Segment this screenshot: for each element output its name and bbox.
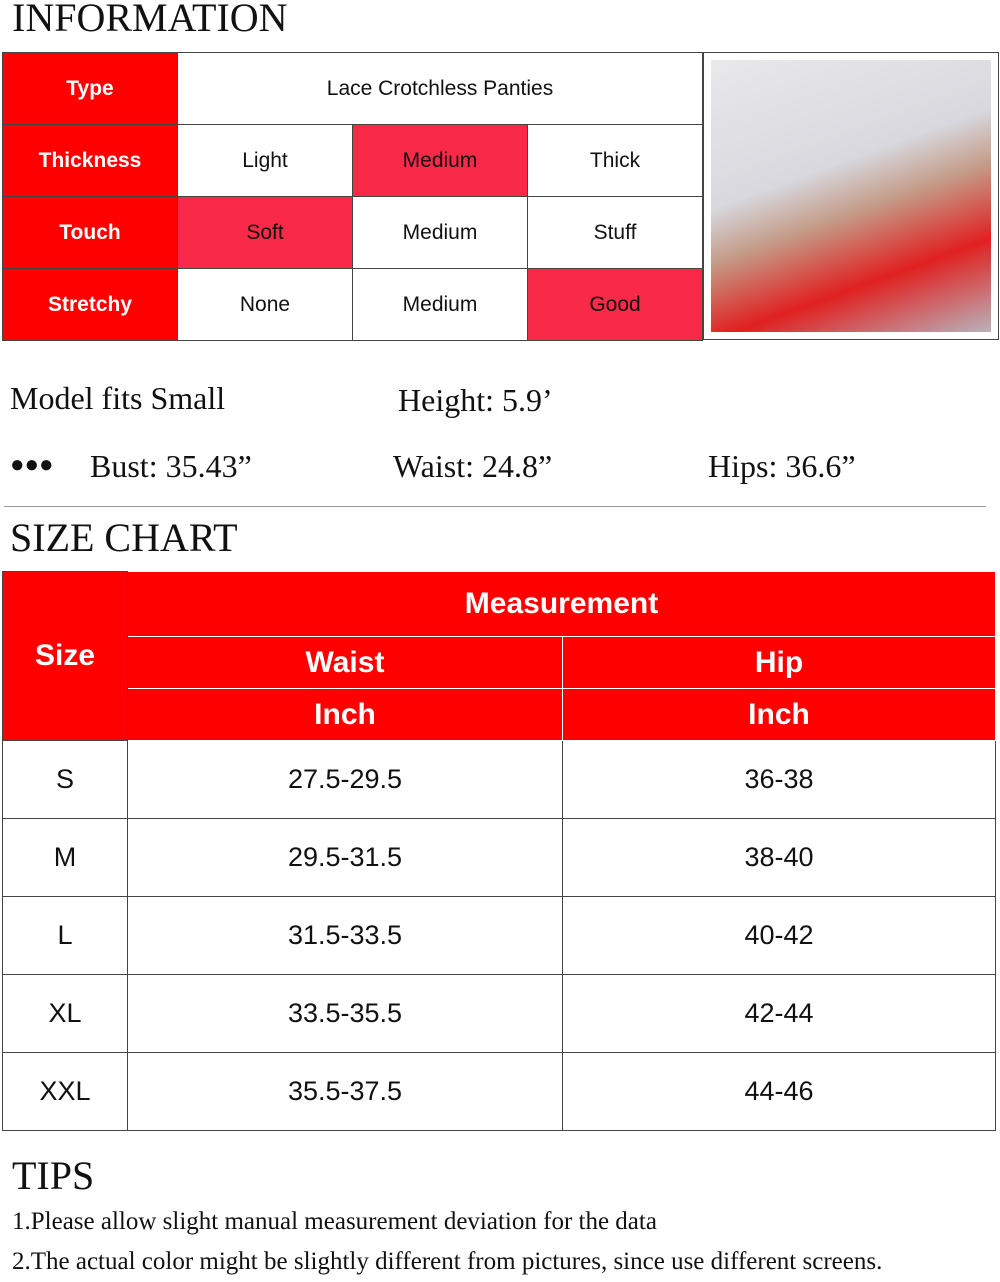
measurement-header: Measurement [127, 571, 996, 637]
size-header: Size [2, 571, 128, 741]
hip-cell: 38-40 [562, 818, 996, 897]
hip-header: Hip [562, 636, 996, 689]
touch-medium: Medium [352, 196, 528, 269]
table-row: L 31.5-33.5 40-42 [2, 896, 996, 975]
hip-cell: 40-42 [562, 896, 996, 975]
hip-unit: Inch [562, 688, 996, 741]
label-type: Type [2, 52, 178, 125]
size-cell: L [2, 896, 128, 975]
stretchy-good: Good [527, 268, 703, 341]
bullet-icon: ●●● [10, 452, 54, 478]
table-row: XXL 35.5-37.5 44-46 [2, 1052, 996, 1131]
information-title: INFORMATION [12, 0, 288, 40]
table-row: M 29.5-31.5 38-40 [2, 818, 996, 897]
size-cell: XL [2, 974, 128, 1053]
thickness-medium: Medium [352, 124, 528, 197]
divider [4, 506, 986, 507]
touch-stuff: Stuff [527, 196, 703, 269]
label-touch: Touch [2, 196, 178, 269]
waist-cell: 35.5-37.5 [127, 1052, 563, 1131]
waist-cell: 31.5-33.5 [127, 896, 563, 975]
model-hips: Hips: 36.6” [708, 448, 856, 484]
hip-cell: 36-38 [562, 740, 996, 819]
touch-soft: Soft [177, 196, 353, 269]
size-cell: XXL [2, 1052, 128, 1131]
model-fits: Model fits Small [10, 380, 226, 416]
product-photo [703, 52, 999, 340]
thickness-thick: Thick [527, 124, 703, 197]
tips-title: TIPS [12, 1153, 95, 1198]
model-waist: Waist: 24.8” [393, 448, 553, 484]
table-row: S 27.5-29.5 36-38 [2, 740, 996, 819]
model-bust: Bust: 35.43” [90, 448, 252, 484]
tip-1: 1.Please allow slight manual measurement… [12, 1208, 657, 1235]
waist-unit: Inch [127, 688, 563, 741]
size-cell: S [2, 740, 128, 819]
size-chart-title: SIZE CHART [10, 515, 238, 560]
size-chart-table: Size Measurement Waist Hip Inch Inch S 27… [2, 571, 996, 1131]
thickness-light: Light [177, 124, 353, 197]
waist-header: Waist [127, 636, 563, 689]
label-stretchy: Stretchy [2, 268, 178, 341]
waist-cell: 33.5-35.5 [127, 974, 563, 1053]
information-table: Type Lace Crotchless Panties Thickness L… [2, 52, 703, 341]
hip-cell: 44-46 [562, 1052, 996, 1131]
size-cell: M [2, 818, 128, 897]
waist-cell: 29.5-31.5 [127, 818, 563, 897]
table-row: XL 33.5-35.5 42-44 [2, 974, 996, 1053]
hip-cell: 42-44 [562, 974, 996, 1053]
tip-2: 2.The actual color might be slightly dif… [12, 1248, 883, 1275]
stretchy-none: None [177, 268, 353, 341]
type-value: Lace Crotchless Panties [177, 52, 703, 125]
waist-cell: 27.5-29.5 [127, 740, 563, 819]
model-height: Height: 5.9’ [398, 382, 553, 418]
stretchy-medium: Medium [352, 268, 528, 341]
label-thickness: Thickness [2, 124, 178, 197]
